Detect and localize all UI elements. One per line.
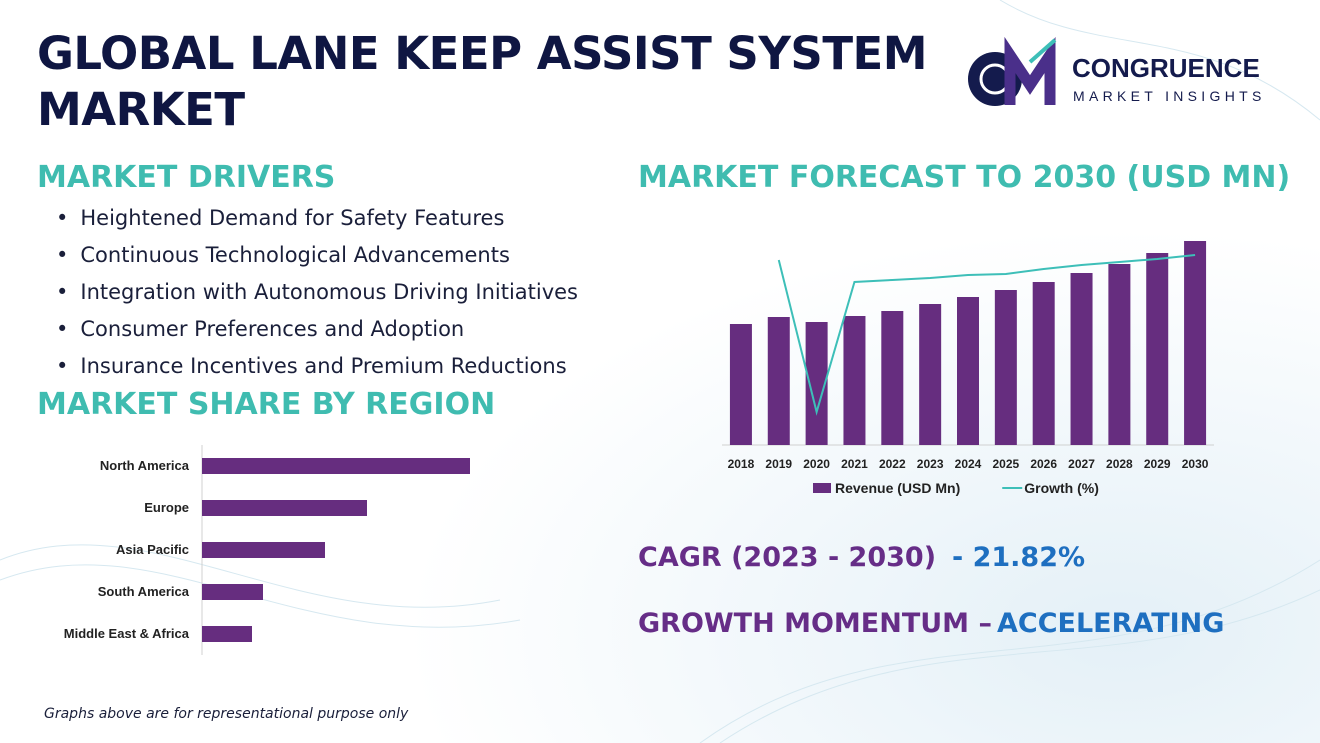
bar [994, 290, 1017, 445]
drivers-heading: MARKET DRIVERS [37, 160, 336, 195]
charts: North America Europe Asia Pacific South Ame… [64, 241, 1214, 655]
bar [919, 304, 942, 445]
x-tick-label: 2018 [728, 457, 755, 471]
x-tick-label: 2024 [955, 457, 982, 471]
cagr-value: - 21.82% [952, 542, 1086, 573]
x-tick-label: 2028 [1106, 457, 1133, 471]
bar [1032, 282, 1055, 445]
x-tick-label: 2029 [1144, 457, 1171, 471]
growth-line [777, 254, 1196, 416]
x-tick-label: 2021 [841, 457, 868, 471]
driver-item: Continuous Technological Advancements [56, 237, 578, 274]
category-label: South America [98, 584, 190, 599]
x-tick-label: 2022 [879, 457, 906, 471]
x-tick-label: 2023 [917, 457, 944, 471]
footnote: Graphs above are for representational pu… [44, 706, 409, 722]
bar [1070, 273, 1093, 445]
driver-item: Integration with Autonomous Driving Init… [56, 274, 578, 311]
bar [729, 324, 752, 445]
category-label: Middle East & Africa [64, 626, 190, 641]
page-title: GLOBAL LANE KEEP ASSIST SYSTEM MARKET [37, 27, 928, 136]
x-tick-label: 2026 [1030, 457, 1057, 471]
logo: CONGRUENCE MARKET INSIGHTS [968, 36, 1266, 106]
momentum-value: ACCELERATING [997, 608, 1225, 639]
bar [1146, 253, 1169, 445]
category-label: Europe [144, 500, 189, 515]
driver-item: Heightened Demand for Safety Features [56, 200, 578, 237]
bar [202, 500, 367, 516]
bar [843, 316, 866, 445]
bar [1184, 241, 1207, 445]
region-heading: MARKET SHARE BY REGION [37, 387, 496, 422]
x-tick-label: 2019 [765, 457, 792, 471]
bar [202, 542, 325, 558]
bar [1108, 264, 1131, 445]
x-tick-label: 2025 [992, 457, 1019, 471]
bar [881, 311, 904, 445]
bar [957, 297, 979, 445]
driver-item: Consumer Preferences and Adoption [56, 311, 578, 348]
driver-item: Insurance Incentives and Premium Reducti… [56, 348, 578, 385]
momentum-label: GROWTH MOMENTUM – [638, 608, 992, 639]
cagr-label: CAGR (2023 - 2030) [638, 542, 937, 573]
category-label: Asia Pacific [116, 542, 189, 557]
x-tick-label: 2020 [803, 457, 830, 471]
logo-name: CONGRUENCE [1072, 53, 1260, 83]
drivers-list: Heightened Demand for Safety FeaturesCon… [56, 200, 578, 385]
forecast-heading: MARKET FORECAST TO 2030 (USD MN) [638, 160, 1291, 195]
bar [805, 322, 828, 445]
bar [202, 458, 470, 474]
bar [202, 584, 263, 600]
logo-tagline: MARKET INSIGHTS [1073, 88, 1266, 104]
x-tick-label: 2030 [1182, 457, 1209, 471]
x-tick-label: 2027 [1068, 457, 1095, 471]
legend-label: Revenue (USD Mn) [835, 480, 960, 496]
bar [202, 626, 252, 642]
category-label: North America [100, 458, 190, 473]
legend-label: Growth (%) [1024, 480, 1099, 496]
bar [767, 317, 790, 445]
legend-swatch [813, 483, 831, 493]
